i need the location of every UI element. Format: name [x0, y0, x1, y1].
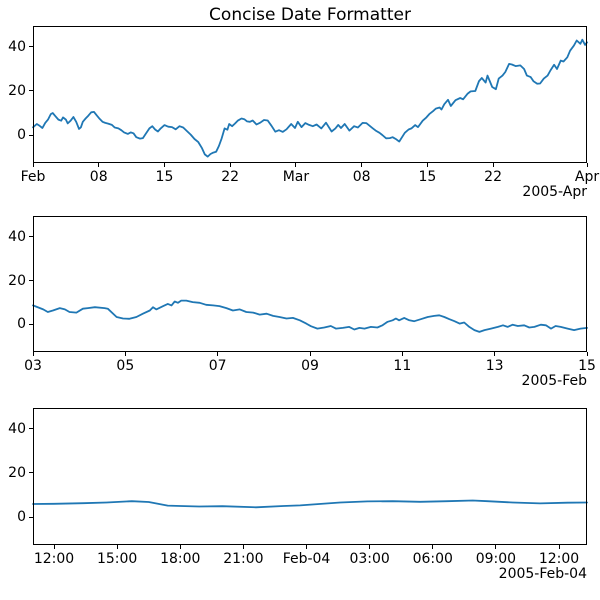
x-tick-mark	[217, 352, 219, 356]
x-tick-mark	[229, 163, 231, 167]
x-tick-mark	[401, 352, 403, 356]
x-tick-label: Mar	[282, 169, 310, 185]
x-tick-label: 18:00	[160, 551, 201, 567]
x-tick-mark	[179, 545, 181, 549]
plot-area	[32, 216, 588, 352]
y-tick-mark	[29, 516, 33, 518]
subplot-feb-to-apr: Feb 08 15 22 Mar 08 15 22 Apr 0 20 40 2005-Apr	[8, 26, 599, 200]
x-tick-mark	[163, 163, 165, 167]
x-tick-label: 15:00	[96, 551, 138, 567]
x-axis-offset-label: 2005-Feb-04	[498, 566, 587, 582]
x-tick-label: 11	[393, 358, 412, 374]
axes-spine	[33, 26, 587, 163]
x-tick-label: 13	[485, 358, 504, 374]
y-tick-mark	[29, 46, 33, 48]
x-tick-label: 05	[116, 358, 135, 374]
x-tick-label: 22	[484, 169, 503, 185]
x-tick-mark	[494, 352, 496, 356]
y-tick-label: 0	[17, 127, 26, 144]
x-tick-mark	[492, 163, 494, 167]
x-tick-mark	[495, 545, 497, 549]
plot-area	[32, 26, 588, 163]
y-tick-label: 40	[8, 420, 26, 437]
x-tick-mark	[586, 352, 588, 356]
x-tick-label: Apr	[574, 169, 600, 185]
x-axis-offset-label: 2005-Feb	[521, 373, 587, 389]
x-axis-offset-label: 2005-Apr	[522, 184, 587, 200]
x-tick-mark	[586, 163, 588, 167]
x-tick-mark	[53, 545, 55, 549]
x-tick-mark	[361, 163, 363, 167]
x-tick-label: 07	[208, 358, 227, 374]
y-tick-mark	[29, 323, 33, 325]
x-tick-label: 21:00	[223, 551, 264, 567]
x-tick-mark	[32, 352, 34, 356]
x-tick-mark	[98, 163, 100, 167]
y-tick-label: 20	[8, 272, 26, 289]
x-tick-mark	[309, 352, 311, 356]
x-tick-mark	[32, 163, 34, 167]
y-tick-mark	[29, 280, 33, 281]
y-tick-label: 40	[8, 38, 26, 55]
x-tick-label: 09	[301, 358, 319, 374]
y-tick-label: 0	[17, 509, 26, 526]
x-tick-label: 15	[578, 358, 596, 374]
subplot-feb03-to-feb15: 03 05 07 09 11 13 15 0 20 40 2005-Feb	[8, 216, 596, 389]
x-tick-label: 15	[155, 169, 174, 185]
y-tick-mark	[29, 428, 33, 430]
x-tick-label: Feb-04	[282, 551, 331, 567]
x-tick-mark	[369, 545, 371, 549]
y-tick-mark	[29, 472, 33, 474]
y-tick-mark	[29, 90, 33, 92]
y-tick-label: 0	[17, 316, 26, 333]
x-tick-label: Feb	[20, 169, 46, 185]
x-tick-mark	[432, 545, 434, 549]
series-line	[32, 499, 588, 509]
x-tick-label: 15	[418, 169, 437, 185]
axes-spine	[33, 216, 587, 352]
x-tick-mark	[242, 545, 244, 549]
x-tick-label: 03:00	[349, 551, 390, 567]
x-tick-label: 08	[89, 169, 108, 185]
x-tick-mark	[558, 545, 560, 549]
y-tick-mark	[29, 134, 33, 136]
plot-area	[32, 408, 588, 545]
x-tick-mark	[295, 163, 297, 167]
x-tick-label: 09:00	[475, 551, 517, 567]
x-tick-label: 08	[352, 169, 371, 185]
x-tick-mark	[426, 163, 428, 167]
x-tick-mark	[116, 545, 118, 549]
x-tick-mark	[306, 545, 308, 549]
series-line	[32, 38, 588, 158]
x-tick-label: 12:00	[33, 551, 75, 567]
y-tick-label: 40	[8, 228, 26, 245]
x-tick-label: 03	[24, 358, 42, 374]
subplot-feb03-11h-to-feb04-13h: 12:00 15:00 18:00 21:00 Feb-04 03:00 06:00 09:0…	[8, 408, 588, 582]
series-line	[32, 299, 588, 333]
x-tick-mark	[124, 352, 126, 356]
x-tick-label: 12:00	[538, 551, 580, 567]
figure-title: Concise Date Formatter	[209, 5, 411, 25]
y-tick-mark	[29, 236, 33, 238]
x-tick-label: 22	[221, 169, 240, 185]
y-tick-label: 20	[8, 464, 26, 481]
x-tick-label: 06:00	[412, 551, 453, 567]
y-tick-label: 20	[8, 82, 26, 99]
axes-spine	[33, 408, 587, 545]
